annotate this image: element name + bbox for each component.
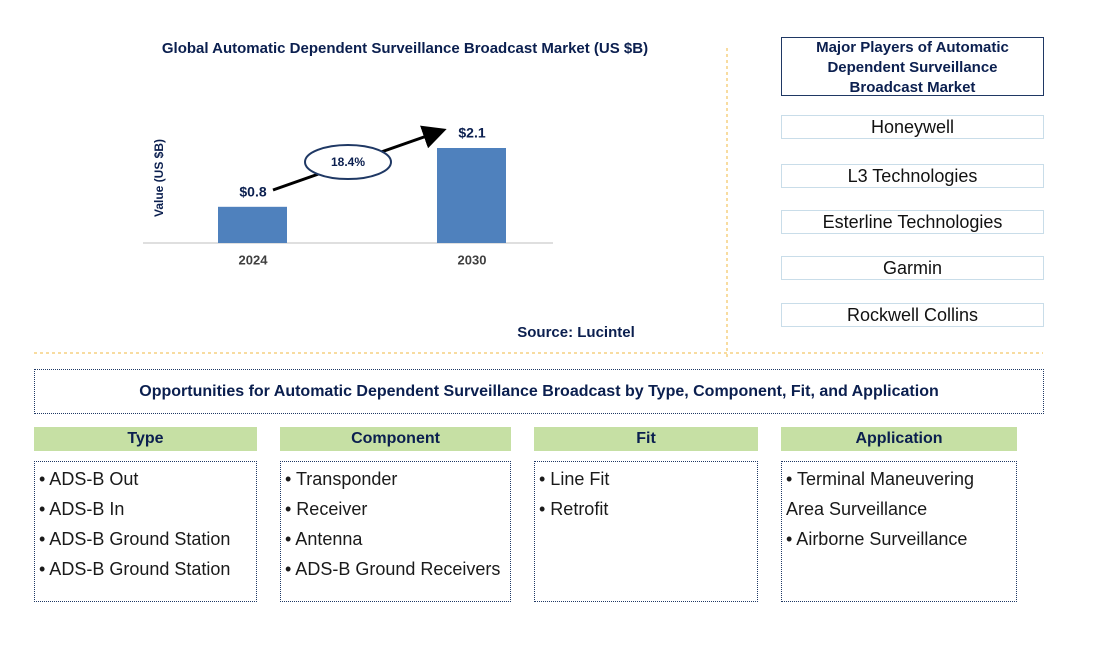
- list-item: • Transponder: [285, 469, 398, 489]
- column-header: Fit: [534, 427, 758, 451]
- list-item: • ADS-B Ground Station: [39, 559, 231, 579]
- list-item: • Airborne Surveillance: [786, 529, 968, 549]
- list-item: • Terminal Maneuvering Area Surveillance: [786, 469, 975, 519]
- column-list: • ADS-B Out • ADS-B In • ADS-B Ground Stat…: [34, 461, 257, 602]
- bar: [437, 148, 506, 243]
- y-axis-label: Value (US $B): [152, 139, 166, 217]
- chart-title: Global Automatic Dependent Surveillance …: [162, 40, 648, 57]
- source: Source: Lucintel: [517, 324, 635, 341]
- value-label: $2.1: [458, 125, 485, 141]
- player: Rockwell Collins: [781, 303, 1044, 327]
- players-title: Major Players of Automatic Dependent Sur…: [781, 37, 1044, 96]
- list-item: • Retrofit: [539, 499, 609, 519]
- list-item: • Line Fit: [539, 469, 610, 489]
- list-item: • Receiver: [285, 499, 368, 519]
- list-item: • ADS-B Ground Receivers: [285, 559, 501, 579]
- column-list: • Transponder • Receiver • Antenna • ADS-B …: [280, 461, 511, 602]
- column-list: • Line Fit • Retrofit: [534, 461, 758, 602]
- player: Honeywell: [781, 115, 1044, 139]
- bar: [218, 206, 287, 243]
- cagr-label: 18.4%: [331, 155, 365, 169]
- list-item: • Antenna: [285, 529, 363, 549]
- column-header: Component: [280, 427, 511, 451]
- list-item: • ADS-B Out: [39, 469, 139, 489]
- player: Esterline Technologies: [781, 210, 1044, 234]
- opportunities-title: Opportunities for Automatic Dependent Su…: [34, 369, 1044, 414]
- list-item: • ADS-B In: [39, 499, 125, 519]
- player: L3 Technologies: [781, 164, 1044, 188]
- player: Garmin: [781, 256, 1044, 280]
- column-header: Type: [34, 427, 257, 451]
- x-tick-label: 2030: [458, 252, 487, 267]
- cagr-ellipse: [304, 144, 392, 180]
- column-header: Application: [781, 427, 1017, 451]
- x-tick-label: 2024: [239, 252, 269, 267]
- list-item: • ADS-B Ground Station: [39, 529, 231, 549]
- value-label: $0.8: [239, 184, 266, 200]
- column-list: • Terminal Maneuvering Area Surveillance…: [781, 461, 1017, 602]
